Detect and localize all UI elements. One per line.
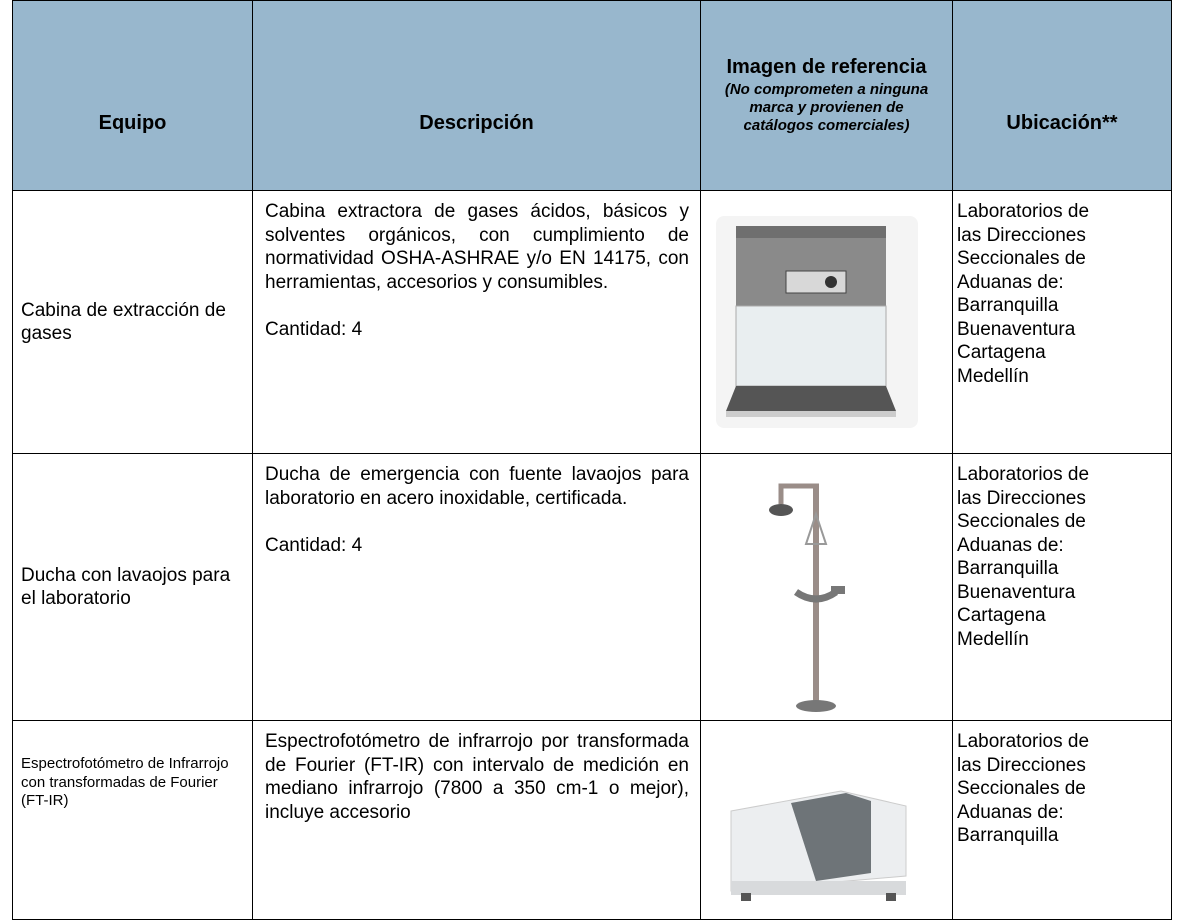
header-cell: Equipo (12, 0, 253, 191)
cell: Espectrofotómetro de infrarrojo por tran… (252, 720, 701, 920)
cell: Cabina extractora de gases ácidos, básic… (252, 190, 701, 454)
ubicacion-line: las Direcciones (957, 487, 1086, 509)
header-note: (No comprometen a ninguna marca y provie… (724, 81, 929, 134)
ubicacion-line: Seccionales de (957, 248, 1086, 269)
ubicacion-line: Aduanas de: (957, 271, 1064, 293)
ubicacion-line: Barranquilla (957, 825, 1059, 846)
ubicacion-line: Barranquilla (957, 558, 1059, 579)
header-text: Equipo (98, 112, 167, 134)
cell (700, 453, 953, 721)
ubicacion-line: Buenaventura (957, 581, 1076, 603)
ubicacion-line: las Direcciones (957, 224, 1086, 246)
cell (700, 720, 953, 920)
cell: Laboratorios de las Direcciones Seccionale… (952, 190, 1172, 454)
ubicacion-line: Barranquilla (957, 295, 1059, 316)
ubicacion-line: Laboratorios de (957, 731, 1090, 752)
cell: Cabina de extracción de gases (12, 190, 253, 454)
ubicacion-line: Seccionales de (957, 778, 1086, 799)
descripcion: Cabina extractora de gases ácidos, básic… (265, 201, 689, 293)
ubicacion-line: Medellín (957, 365, 1029, 387)
header-cell: Imagen de referencia (No comprometen a ni… (700, 0, 953, 191)
ubicacion-line: Cartagena (957, 342, 1046, 363)
ubicacion-line: Medellín (957, 628, 1029, 650)
header-text: Imagen de referencia (726, 56, 927, 78)
ubicacion-line: Laboratorios de (957, 464, 1090, 485)
ubicacion-line: Aduanas de: (957, 534, 1064, 556)
descripcion: Ducha de emergencia con fuente lavaojos … (265, 464, 689, 509)
cell: Espectrofotómetro de Infrarrojo con tran… (12, 720, 253, 920)
cantidad: Cantidad: 4 (265, 534, 363, 556)
cell: Ducha de emergencia con fuente lavaojos … (252, 453, 701, 721)
cell: Laboratorios de las Direcciones Seccionale… (952, 453, 1172, 721)
equipo: Ducha con lavaojos para el laboratorio (21, 564, 231, 610)
image-cabinet (716, 216, 918, 428)
equipo: Cabina de extracción de gases (21, 299, 226, 345)
cell: Laboratorios de las Direcciones Seccionale… (952, 720, 1172, 920)
image-shower (769, 483, 845, 712)
descripcion: Espectrofotómetro de infrarrojo por tran… (265, 731, 689, 823)
ubicacion-line: Buenaventura (957, 318, 1076, 340)
header-cell: Ubicación** (952, 0, 1172, 191)
ubicacion-line: Seccionales de (957, 511, 1086, 532)
header-text: Descripción (419, 112, 534, 134)
ubicacion-line: Laboratorios de (957, 201, 1090, 222)
header-cell: Descripción (252, 0, 701, 191)
header-text: Ubicación** (1006, 112, 1118, 134)
cell: Ducha con lavaojos para el laboratorio (12, 453, 253, 721)
ubicacion-line: Aduanas de: (957, 801, 1064, 823)
ubicacion-line: las Direcciones (957, 754, 1086, 776)
cell (700, 190, 953, 454)
equipo: Espectrofotómetro de Infrarrojo con tran… (21, 755, 229, 809)
image-spectrometer (730, 790, 907, 901)
ubicacion-line: Cartagena (957, 605, 1046, 626)
cantidad: Cantidad: 4 (265, 318, 363, 340)
